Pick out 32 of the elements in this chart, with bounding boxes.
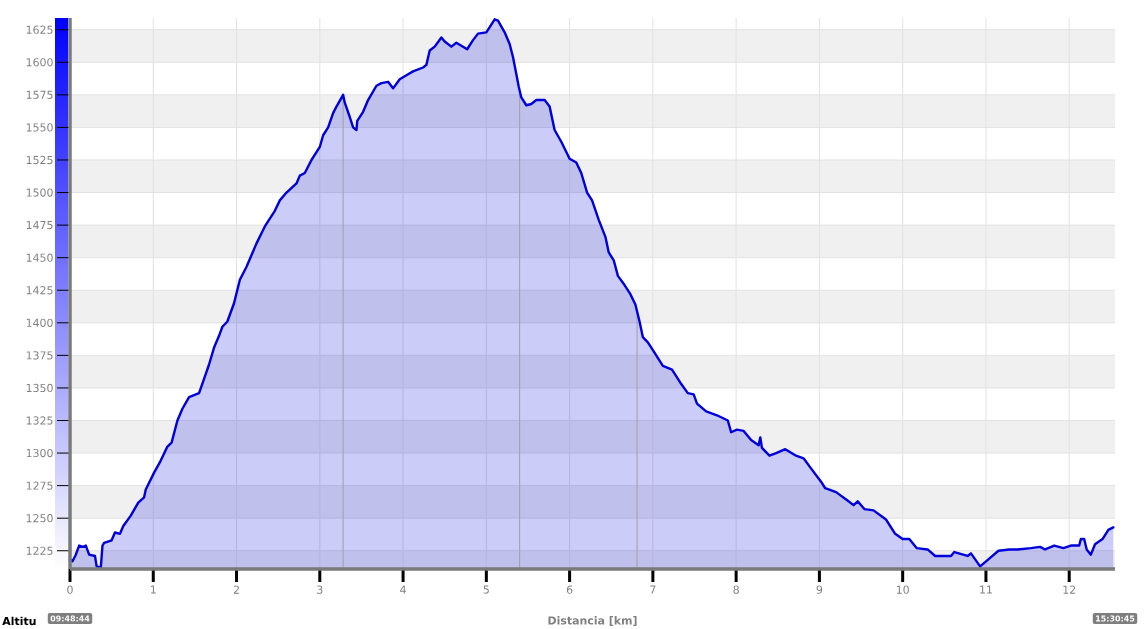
y-tick-label: 1275 — [26, 481, 53, 490]
y-tick-label: 1625 — [26, 25, 53, 34]
x-axis-title: Distancia [km] — [548, 616, 637, 626]
y-tick-label: 1500 — [26, 188, 53, 197]
y-tick-label: 1600 — [26, 58, 53, 67]
y-tick-label: 1350 — [26, 383, 53, 393]
x-tick-label: 11 — [980, 585, 992, 594]
x-tick-label: 10 — [896, 585, 909, 594]
x-tick-label: 5 — [483, 585, 489, 594]
x-tick-label: 12 — [1063, 585, 1076, 594]
y-tick-label: 1575 — [26, 90, 53, 99]
y-tick-label: 1375 — [26, 351, 53, 360]
y-tick-label: 1400 — [26, 318, 53, 327]
x-tick-label: 6 — [566, 585, 573, 594]
x-tick-label: 0 — [67, 585, 73, 594]
text: Altitu — [2, 616, 36, 626]
x-tick-label: 8 — [733, 585, 739, 594]
y-tick-label: 1525 — [26, 155, 53, 165]
x-tick-label: 3 — [317, 585, 323, 594]
y-tick-label: 1475 — [26, 221, 53, 230]
y-tick-label: 1325 — [26, 416, 53, 425]
x-tick-label: 2 — [233, 585, 239, 594]
y-tick-label: 1425 — [26, 286, 53, 295]
y-tick-label: 1550 — [26, 123, 53, 132]
y-tick-label: 1250 — [26, 514, 53, 523]
x-tick-label: 7 — [650, 585, 656, 594]
x-tick-label: 4 — [400, 585, 406, 594]
x-tick-label: 1 — [150, 585, 156, 594]
y-tick-label: 1300 — [26, 448, 53, 458]
y-tick-label: 1225 — [26, 546, 53, 555]
y-tick-label: 1450 — [26, 253, 53, 262]
x-tick-label: 9 — [816, 585, 823, 594]
